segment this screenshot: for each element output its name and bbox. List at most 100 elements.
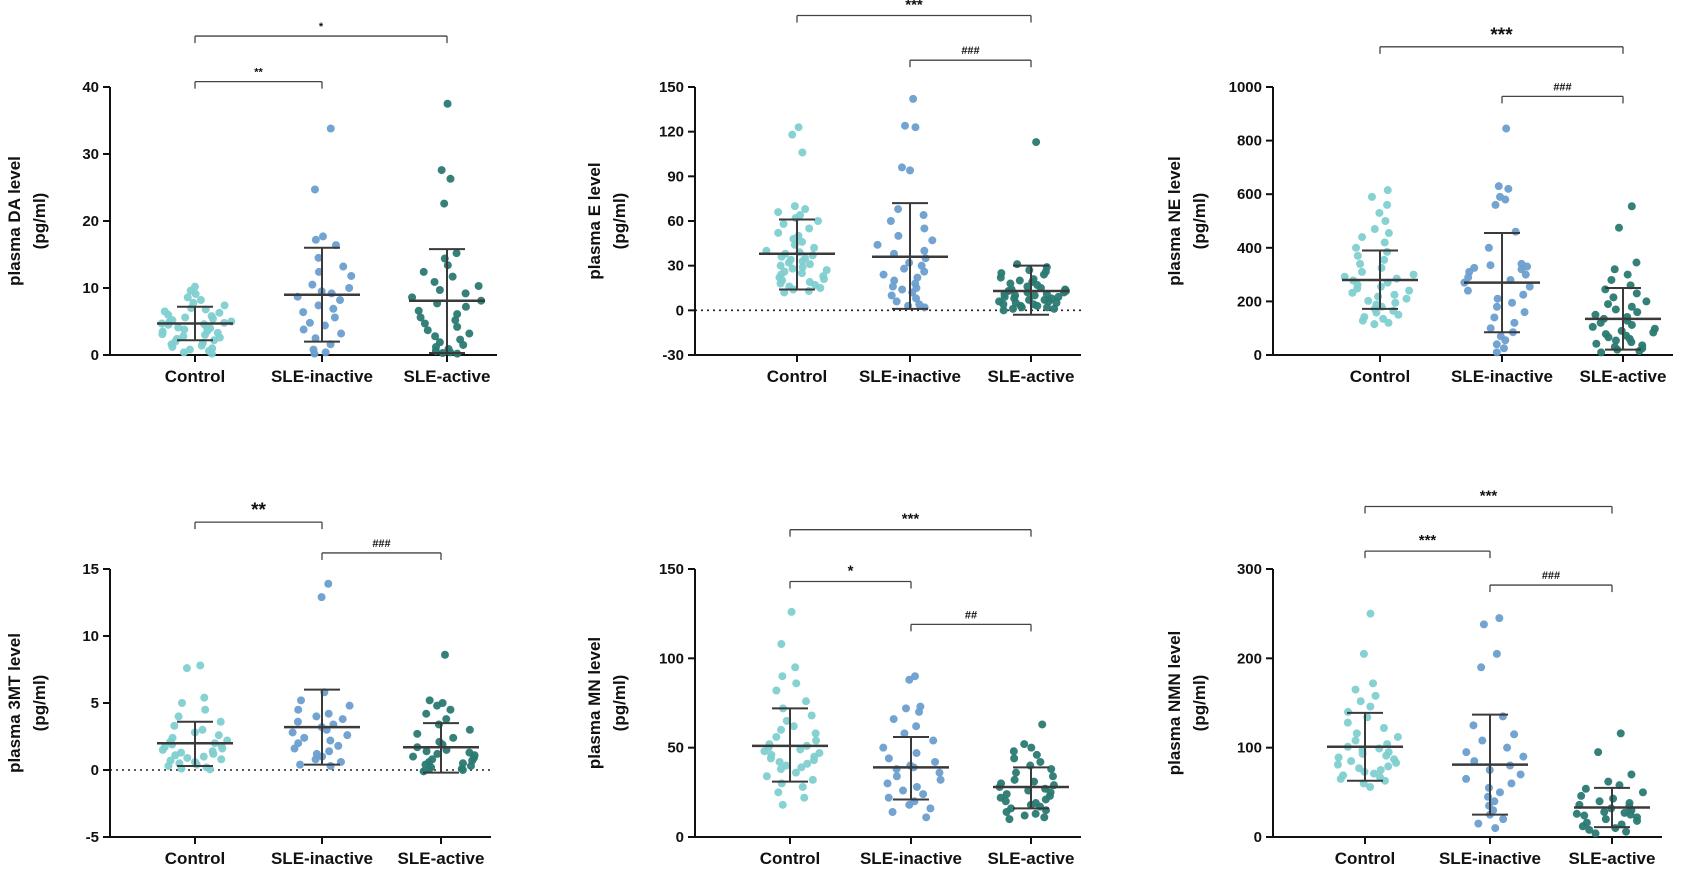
y-tick-label: 0 xyxy=(1254,829,1262,846)
data-point xyxy=(883,779,892,788)
data-point xyxy=(451,316,460,325)
data-point xyxy=(180,325,189,334)
x-tick-label: SLE-inactive xyxy=(859,367,961,386)
data-point xyxy=(343,731,352,740)
y-tick-label: 150 xyxy=(659,561,684,578)
data-point xyxy=(1033,301,1042,310)
x-tick-label: SLE-inactive xyxy=(860,849,962,868)
data-point xyxy=(305,318,314,327)
x-tick-label: Control xyxy=(165,849,225,868)
data-point xyxy=(440,199,449,208)
y-axis-title-line1: plasma DA level xyxy=(5,156,24,286)
data-point xyxy=(435,286,444,295)
data-point xyxy=(179,332,188,341)
data-point xyxy=(1492,302,1501,311)
data-point xyxy=(1604,333,1613,342)
data-point xyxy=(1358,316,1367,325)
data-point xyxy=(921,254,930,263)
data-point xyxy=(777,640,786,649)
data-point xyxy=(1369,769,1378,778)
data-point xyxy=(1032,138,1041,147)
data-point xyxy=(208,314,217,323)
data-point xyxy=(1008,304,1017,313)
data-point xyxy=(797,269,806,278)
data-point xyxy=(1492,649,1501,658)
y-tick-label: 150 xyxy=(659,79,684,96)
data-point xyxy=(325,747,334,756)
data-point xyxy=(336,296,345,305)
data-point xyxy=(191,290,200,299)
data-point xyxy=(200,693,209,702)
data-point xyxy=(798,257,807,266)
data-point xyxy=(1594,748,1603,757)
data-point xyxy=(310,185,319,194)
data-point xyxy=(879,270,888,279)
x-tick-label: SLE-active xyxy=(988,367,1075,386)
data-point xyxy=(1384,229,1393,238)
data-point xyxy=(899,786,908,795)
data-point xyxy=(776,279,785,288)
data-point xyxy=(1047,765,1056,774)
y-tick-label: 0 xyxy=(676,302,684,319)
data-point xyxy=(1041,806,1050,815)
y-tick-label: 5 xyxy=(91,695,99,712)
data-point xyxy=(329,304,338,313)
y-axis-title: plasma NE level (pg/ml) xyxy=(1165,156,1209,285)
data-point xyxy=(1366,782,1375,791)
y-axis-title-line1: plasma MN level xyxy=(585,637,604,769)
data-point xyxy=(168,740,177,749)
y-tick-label: -30 xyxy=(662,347,684,364)
data-point xyxy=(898,285,907,294)
y-tick-label: 0 xyxy=(676,829,684,846)
data-point xyxy=(1610,265,1619,274)
data-point xyxy=(324,709,333,718)
data-point xyxy=(928,236,937,245)
data-point xyxy=(413,729,422,738)
data-point xyxy=(901,121,910,130)
data-point xyxy=(1470,757,1479,766)
data-point xyxy=(337,329,346,338)
y-axis-title-line1: plasma NE level xyxy=(1165,156,1184,285)
data-point xyxy=(1484,783,1493,792)
data-point xyxy=(1366,609,1375,618)
data-point xyxy=(808,251,817,260)
data-point xyxy=(1050,304,1059,313)
panel-e: -30 0 30 60 90 120 150 Control SLE-inactive SLE-a… xyxy=(585,0,1081,386)
y-tick-label: 30 xyxy=(667,258,684,275)
data-point xyxy=(1380,776,1389,785)
data-point xyxy=(798,782,807,791)
data-point xyxy=(310,349,319,358)
x-tick-label: SLE-inactive xyxy=(1439,849,1541,868)
data-point xyxy=(1391,298,1400,307)
data-point xyxy=(1392,274,1401,283)
data-point xyxy=(1491,824,1500,833)
data-point xyxy=(1015,276,1024,285)
data-point xyxy=(900,264,909,273)
data-point xyxy=(999,300,1008,309)
data-point xyxy=(776,765,785,774)
data-point xyxy=(443,99,452,108)
data-point xyxy=(1334,753,1343,762)
data-point xyxy=(200,330,209,339)
data-point xyxy=(1525,282,1534,291)
data-point xyxy=(894,231,903,240)
data-point xyxy=(1474,819,1483,828)
data-point xyxy=(912,782,921,791)
data-point xyxy=(207,349,216,358)
data-point xyxy=(762,772,771,781)
data-point xyxy=(1032,750,1041,759)
data-point xyxy=(1492,348,1501,357)
data-point xyxy=(1005,815,1014,824)
y-axis-title: plasma NMN level (pg/ml) xyxy=(1165,631,1209,776)
sig-label: * xyxy=(848,563,854,580)
data-point xyxy=(1012,768,1021,777)
x-tick-label: Control xyxy=(1350,367,1410,386)
data-point xyxy=(461,302,470,311)
data-point xyxy=(1343,718,1352,727)
data-point xyxy=(1040,813,1049,822)
data-point xyxy=(293,717,302,726)
data-point xyxy=(775,757,784,766)
data-point xyxy=(805,224,814,233)
data-point xyxy=(290,744,299,753)
data-point xyxy=(902,704,911,713)
